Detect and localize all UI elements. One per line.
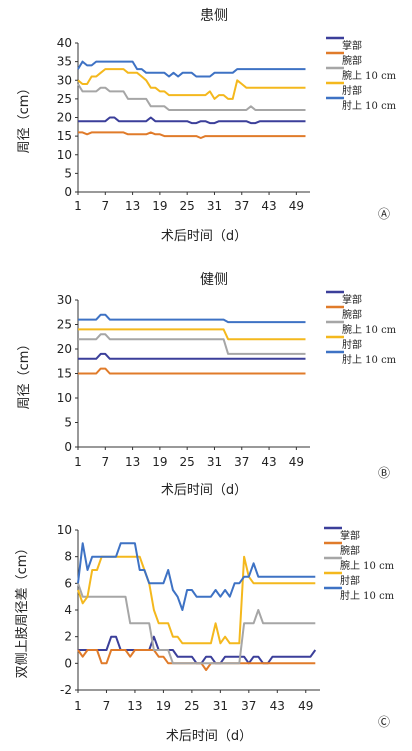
legend-label: 肘上 10 cm	[342, 99, 397, 112]
x-tick-label: 19	[152, 199, 167, 213]
y-tick-label: 6	[64, 576, 72, 590]
y-axis-label: 周径（cm）	[17, 82, 32, 154]
y-tick-label: 0	[64, 440, 72, 454]
legend-label: 肘部	[342, 84, 362, 97]
x-tick-label: 43	[261, 199, 276, 213]
legend-label: 腕上 10 cm	[342, 69, 397, 82]
x-tick-label: 13	[125, 455, 140, 469]
legend-label: 肘部	[342, 338, 362, 351]
x-tick-label: 31	[207, 199, 222, 213]
y-tick-label: 15	[57, 129, 72, 143]
x-axis-label: 术后时间（d）	[161, 229, 247, 244]
legend-label: 肘上 10 cm	[342, 353, 397, 366]
chart-title: 健侧	[200, 272, 228, 288]
series-line-4	[78, 328, 306, 341]
series-line-5	[77, 542, 316, 611]
x-tick-label: 49	[298, 699, 313, 713]
legend-label: 掌部	[340, 529, 360, 542]
series-line-2	[78, 367, 306, 375]
y-tick-label: 10	[57, 148, 72, 162]
x-axis-label: 术后时间（d）	[166, 729, 252, 744]
series-line-1	[78, 352, 306, 360]
y-tick-label: 5	[64, 166, 72, 180]
x-tick-label: 37	[234, 199, 249, 213]
x-tick-label: 1	[74, 455, 82, 469]
y-tick-label: 5	[64, 416, 72, 430]
x-tick-label: 13	[127, 699, 142, 713]
series-line-3	[78, 333, 306, 355]
y-tick-label: 30	[57, 73, 72, 87]
x-tick-label: 7	[101, 455, 109, 469]
y-tick-label: 15	[57, 367, 72, 381]
panel-label: Ⓐ	[378, 207, 390, 221]
x-tick-label: 25	[184, 699, 199, 713]
x-tick-label: 19	[156, 699, 171, 713]
y-tick-label: 0	[64, 656, 72, 670]
series-line-4	[77, 555, 316, 645]
legend-label: 腕部	[342, 308, 362, 321]
chart-title: 患侧	[200, 8, 228, 24]
x-tick-label: 49	[289, 455, 304, 469]
series-line-3	[77, 83, 306, 111]
legend-label: 肘部	[340, 574, 360, 587]
y-tick-label: 30	[57, 293, 72, 307]
x-tick-label: 7	[101, 199, 109, 213]
x-tick-label: 1	[74, 199, 82, 213]
series-line-2	[77, 649, 316, 671]
legend-label: 肘上 10 cm	[340, 589, 395, 602]
legend-label: 掌部	[342, 39, 362, 52]
series-line-5	[78, 313, 306, 324]
y-tick-label: 8	[64, 550, 72, 564]
series-line-5	[77, 60, 306, 78]
y-tick-label: 25	[57, 318, 72, 332]
series-line-1	[78, 116, 306, 125]
chart-panel-1: 患侧 0 5 10 15 20 25 30 35 40 1 7 13 19 25 31 37 43 49 术后时间（d…	[17, 8, 397, 244]
chart-panel-2: 健侧 0 5 10 15 20 25 30 1 7 13 19 25 31 37 43 49 术后时间（d） 周径（…	[17, 272, 397, 498]
y-tick-label: 35	[57, 55, 72, 69]
y-tick-label: 4	[64, 603, 72, 617]
y-tick-label: 25	[57, 92, 72, 106]
y-tick-label: 10	[57, 391, 72, 405]
y-tick-label: 2	[64, 630, 72, 644]
series-line-3	[77, 582, 316, 665]
x-tick-label: 13	[125, 199, 140, 213]
x-tick-label: 49	[289, 199, 304, 213]
x-tick-label: 1	[74, 699, 82, 713]
legend-label: 掌部	[342, 293, 362, 306]
y-tick-label: 10	[57, 523, 72, 537]
x-tick-label: 37	[241, 699, 256, 713]
panel-label: Ⓒ	[378, 715, 390, 729]
chart-panel-3: -2 0 2 4 6 8 10 1 7 13 19 25 31 37 43 49 术后时间（d） 双侧上肢周径差（…	[14, 523, 395, 744]
series-line-4	[77, 68, 306, 100]
y-axis-label: 双侧上肢周径差（cm）	[14, 542, 30, 679]
x-tick-label: 7	[103, 699, 111, 713]
x-tick-label: 31	[207, 455, 222, 469]
y-tick-label: 20	[57, 342, 72, 356]
legend-label: 腕上 10 cm	[340, 559, 395, 572]
x-axis-label: 术后时间（d）	[161, 483, 247, 498]
y-axis-label: 周径（cm）	[17, 338, 32, 410]
x-tick-label: 43	[270, 699, 285, 713]
legend-label: 腕部	[340, 544, 360, 557]
legend-label: 腕上 10 cm	[342, 323, 397, 336]
series-line-2	[78, 131, 306, 139]
panel-label: Ⓑ	[378, 466, 390, 480]
x-tick-label: 31	[213, 699, 228, 713]
x-tick-label: 25	[180, 199, 195, 213]
x-tick-label: 19	[152, 455, 167, 469]
y-tick-label: 20	[57, 111, 72, 125]
y-tick-label: 0	[64, 185, 72, 199]
x-tick-label: 37	[234, 455, 249, 469]
y-tick-label: 40	[57, 36, 72, 50]
legend-label: 腕部	[342, 54, 362, 67]
x-tick-label: 25	[180, 455, 195, 469]
x-tick-label: 43	[261, 455, 276, 469]
y-tick-label: -2	[60, 683, 72, 697]
